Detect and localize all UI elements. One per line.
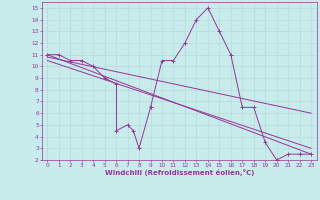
X-axis label: Windchill (Refroidissement éolien,°C): Windchill (Refroidissement éolien,°C) (105, 169, 254, 176)
